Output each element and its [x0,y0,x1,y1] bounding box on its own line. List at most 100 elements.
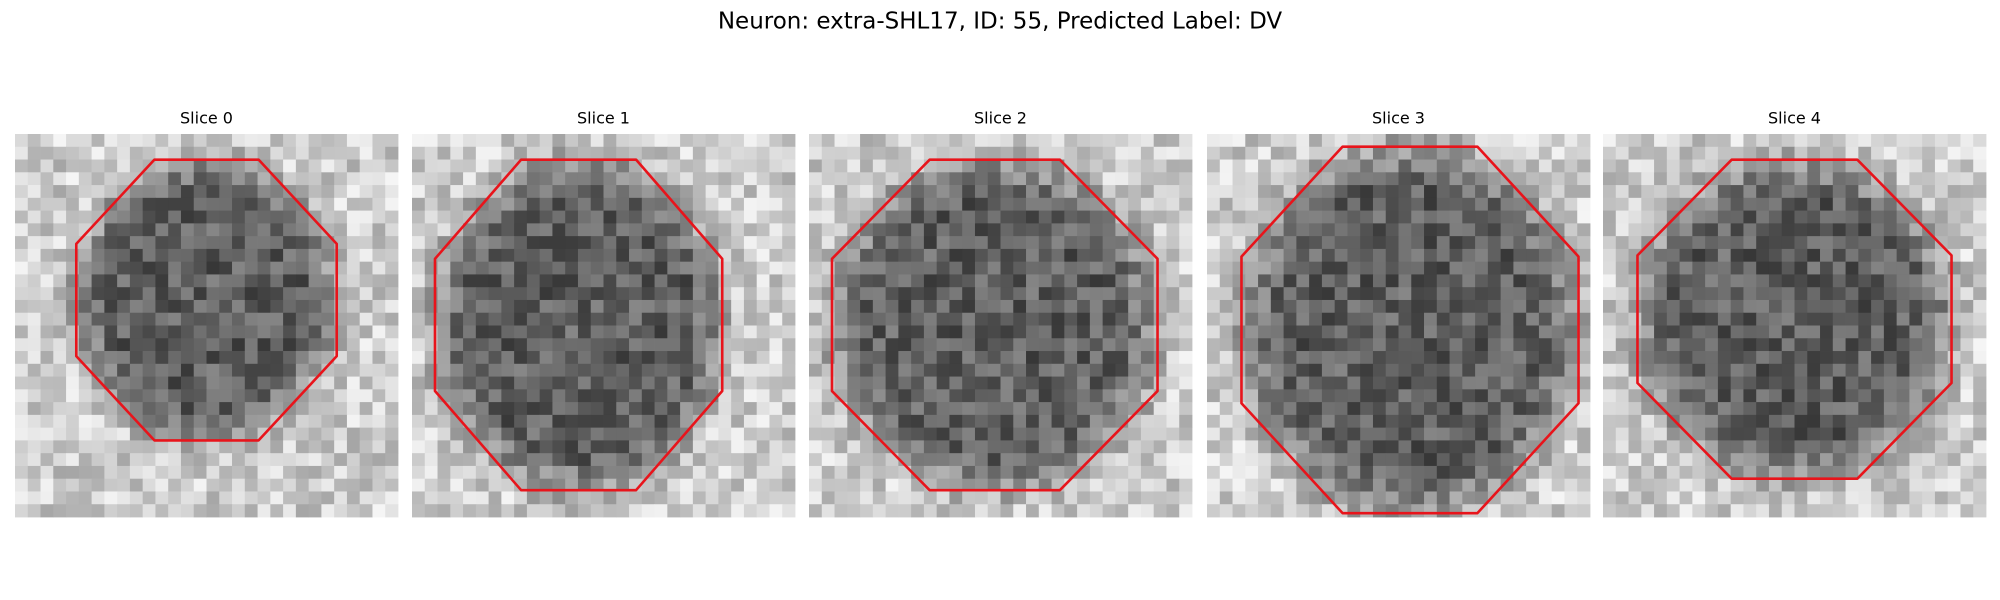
pixel [782,223,796,237]
pixel [1398,274,1412,288]
pixel [641,261,655,275]
pixel [1717,185,1732,199]
pixel [860,363,874,377]
pixel [1207,312,1221,326]
pixel [769,261,783,275]
pixel [412,236,426,250]
pixel [1551,261,1565,275]
pixel [1538,210,1553,224]
pixel [117,414,131,429]
pixel [244,465,258,480]
pixel [1372,427,1387,441]
pixel [923,299,938,314]
pixel [1756,197,1770,211]
pixel [1628,287,1642,301]
pixel [911,299,925,314]
pixel [834,287,848,301]
pixel [1077,363,1091,377]
pixel [667,134,681,148]
pixel [1768,299,1783,314]
pixel [565,261,579,275]
pixel [219,185,233,199]
pixel [1245,172,1259,186]
pixel [1283,312,1297,326]
pixel [539,363,553,377]
pixel [1372,261,1387,275]
pixel [1385,351,1399,365]
pixel [526,159,541,173]
pixel [1424,197,1438,211]
pixel [193,172,207,186]
pixel [552,197,566,211]
pixel [1179,478,1193,492]
pixel [1475,427,1489,441]
pixel [821,414,835,429]
pixel [129,338,144,352]
pixel [603,312,617,326]
pixel [756,363,770,377]
pixel [1102,478,1116,492]
pixel [654,440,668,454]
pixel [1973,146,1987,160]
pixel [565,363,579,377]
pixel [1140,491,1155,505]
pixel [1603,223,1617,237]
pixel [1309,363,1323,377]
pixel [488,465,502,480]
pixel [1756,261,1770,275]
pixel [66,376,80,390]
pixel [295,491,310,505]
pixel [142,210,156,224]
pixel [1679,172,1693,186]
pixel [974,287,989,301]
pixel [359,172,373,186]
pixel [590,402,604,416]
pixel [129,363,144,377]
pixel [142,414,156,429]
pixel [463,389,477,403]
pixel [1309,504,1323,518]
pixel [1896,185,1910,199]
pixel [1807,134,1821,148]
pixel [450,248,464,263]
pixel [270,440,284,454]
pixel [526,414,541,429]
pixel [705,338,719,352]
pixel [40,197,54,211]
pixel [1258,414,1272,429]
pixel [1232,465,1246,480]
pixel [526,465,541,480]
pixel [168,453,182,467]
pixel [641,478,655,492]
pixel [334,363,348,377]
pixel [1411,236,1425,250]
pixel [295,197,310,211]
pixel [782,210,796,224]
pixel [1385,274,1399,288]
pixel [1871,351,1885,365]
pixel [692,465,707,480]
pixel [1960,453,1974,467]
pixel [359,376,373,390]
pixel [629,376,643,390]
pixel [974,351,989,365]
pixel [1077,427,1091,441]
pixel [1258,274,1272,288]
pixel [667,389,681,403]
pixel [1000,351,1014,365]
pixel [1641,414,1655,429]
pixel [180,338,195,352]
pixel [1013,453,1027,467]
pixel [872,261,886,275]
pixel [1500,159,1514,173]
pixel [1538,427,1553,441]
pixel [1934,274,1949,288]
pixel [1564,248,1578,263]
pixel [1166,376,1180,390]
pixel [667,414,681,429]
pixel [577,299,592,314]
pixel [1871,325,1885,339]
pixel [1960,172,1974,186]
pixel [1128,440,1142,454]
pixel [1641,427,1655,441]
